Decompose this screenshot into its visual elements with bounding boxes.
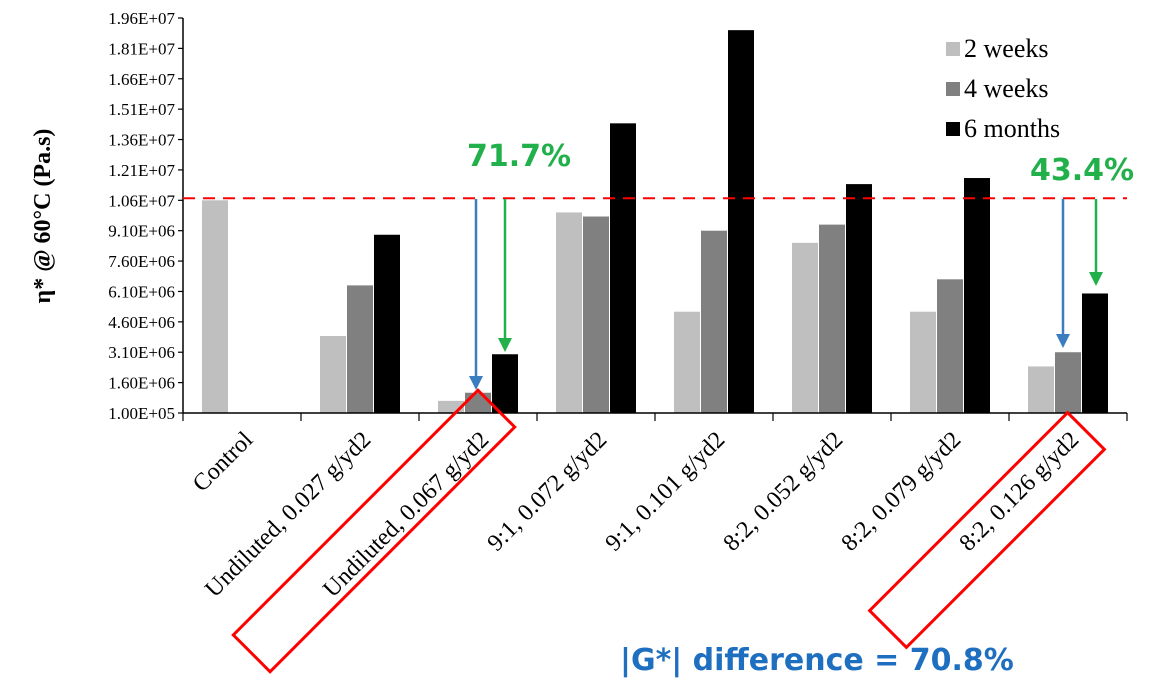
y-tick-label: 1.06E+07 [108,191,175,210]
blue-arrow-head-right [1056,334,1070,348]
annotation-difference: |G*| difference = 70.8% [620,643,1014,678]
bar-6-months-8-2-0-126-g-yd2 [1082,293,1108,413]
bar-6-months-8-2-0-079-g-yd2 [964,178,990,413]
annotation-pct-right: 43.4% [1030,153,1134,188]
green-arrow-head-left [498,338,512,352]
annotations: 71.7% 43.4% |G*| difference = 70.8% [231,139,1134,678]
bar-4-weeks-undiluted-0-027-g-yd2 [347,285,373,413]
blue-arrow-head-left [469,376,483,390]
bar-2-weeks-8-2-0-079-g-yd2 [910,311,936,413]
bar-4-weeks-8-2-0-052-g-yd2 [819,224,845,413]
bars-layer [202,30,1108,414]
legend-label-4-weeks: 4 weeks [964,74,1048,103]
legend-swatch-4-weeks [946,82,960,96]
bar-4-weeks-8-2-0-126-g-yd2 [1055,352,1081,413]
highlight-box-82-0126 [867,410,1107,650]
y-tick-label: 1.66E+07 [108,70,175,89]
bar-4-weeks-8-2-0-079-g-yd2 [937,279,963,413]
bar-4-weeks-undiluted-0-067-g-yd2 [465,392,491,413]
x-category-label-9-1-0-101-g-yd2: 9:1, 0.101 g/yd2 [601,427,731,557]
y-tick-label: 1.00E+05 [108,404,175,423]
bar-2-weeks-9-1-0-072-g-yd2 [556,212,582,413]
legend-swatch-2-weeks [946,42,960,56]
x-category-label-8-2-0-079-g-yd2: 8:2, 0.079 g/yd2 [837,427,967,557]
green-arrow-head-right [1089,272,1103,286]
y-tick-label: 1.96E+07 [108,9,175,28]
bar-2-weeks-control [202,200,228,413]
bar-6-months-8-2-0-052-g-yd2 [846,184,872,413]
y-tick-label: 6.10E+06 [108,282,175,301]
x-category-label-8-2-0-052-g-yd2: 8:2, 0.052 g/yd2 [719,427,849,557]
bar-2-weeks-undiluted-0-027-g-yd2 [320,336,346,413]
x-category-label-8-2-0-126-g-yd2: 8:2, 0.126 g/yd2 [955,427,1085,557]
y-axis-label: η* @ 60°C (Pa.s) [30,129,56,304]
bar-4-weeks-9-1-0-101-g-yd2 [701,230,727,413]
legend-swatch-6-months [946,122,960,136]
x-category-label-9-1-0-072-g-yd2: 9:1, 0.072 g/yd2 [483,427,613,557]
bar-6-months-undiluted-0-067-g-yd2 [492,354,518,413]
x-category-label-control: Control [188,427,258,497]
bar-6-months-9-1-0-072-g-yd2 [610,123,636,413]
legend: 2 weeks 4 weeks 6 months [946,34,1060,143]
y-tick-label: 1.21E+07 [108,161,175,180]
y-tick-label: 1.51E+07 [108,100,175,119]
y-tick-label: 3.10E+06 [108,343,175,362]
y-tick-label: 1.60E+06 [108,374,175,393]
y-tick-label: 1.36E+07 [108,131,175,150]
bar-2-weeks-8-2-0-126-g-yd2 [1028,366,1054,413]
y-tick-label: 7.60E+06 [108,252,175,271]
legend-label-6-months: 6 months [964,114,1060,143]
bar-6-months-9-1-0-101-g-yd2 [728,30,754,414]
bar-2-weeks-9-1-0-101-g-yd2 [674,311,700,413]
y-tick-label: 1.81E+07 [108,39,175,58]
highlight-box-undiluted-0067 [231,388,517,674]
bar-6-months-undiluted-0-027-g-yd2 [374,234,400,413]
bar-2-weeks-8-2-0-052-g-yd2 [792,242,818,413]
legend-label-2-weeks: 2 weeks [964,34,1048,63]
y-tick-label: 9.10E+06 [108,222,175,241]
annotation-pct-left: 71.7% [467,139,571,174]
y-ticks: 1.00E+05 1.60E+06 3.10E+06 4.60E+06 6.10E+06… [108,9,183,423]
bar-4-weeks-9-1-0-072-g-yd2 [583,216,609,413]
y-tick-label: 4.60E+06 [108,313,175,332]
